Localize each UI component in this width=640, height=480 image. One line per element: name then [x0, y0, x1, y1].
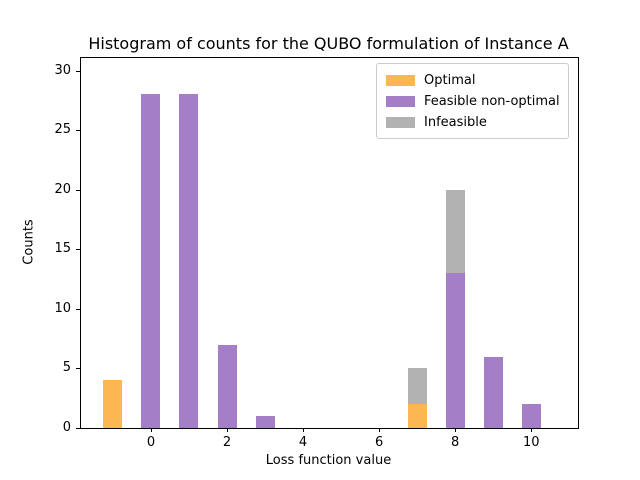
y-tick-label: 25 — [54, 122, 71, 138]
bar-segment — [103, 380, 123, 428]
x-tick-mark — [455, 428, 457, 432]
y-tick-label: 15 — [54, 241, 71, 257]
y-tick-mark — [76, 368, 80, 370]
bar-segment — [179, 94, 199, 428]
legend-entry: Feasible non-optimal — [386, 91, 562, 112]
y-tick-mark — [76, 249, 80, 251]
x-tick-label: 0 — [146, 435, 156, 450]
bar-segment — [255, 416, 275, 428]
y-tick-mark — [76, 130, 80, 132]
legend-swatch-icon — [386, 96, 415, 107]
legend-label: Feasible non-optimal — [424, 94, 560, 109]
bar-segment — [217, 344, 237, 428]
legend: Optimal Feasible non-optimal Infeasible — [376, 63, 569, 139]
y-tick-label: 20 — [54, 181, 71, 197]
bar-segment — [407, 404, 427, 428]
y-tick-label: 5 — [62, 360, 71, 376]
x-axis-label: Loss function value — [265, 453, 392, 468]
bar-segment — [483, 356, 503, 428]
bar-segment — [445, 273, 465, 428]
legend-entry: Optimal — [386, 70, 562, 91]
x-tick-mark — [379, 428, 381, 432]
y-tick-label: 10 — [54, 300, 71, 316]
plot-area: 0 2 4 6 8 10 0 5 10 15 20 25 30 — [54, 57, 579, 450]
x-tick-mark — [227, 428, 229, 432]
x-tick-label: 4 — [298, 435, 308, 450]
legend-swatch-icon — [386, 117, 415, 128]
x-tick-mark — [150, 428, 152, 432]
x-tick-label: 8 — [451, 435, 460, 450]
bar-segment — [445, 189, 465, 274]
x-tick-mark — [531, 428, 533, 432]
x-tick-label: 6 — [374, 435, 384, 450]
y-tick-label: 0 — [62, 420, 71, 435]
y-tick-mark — [76, 70, 80, 72]
y-tick-mark — [76, 189, 80, 191]
legend-label: Optimal — [424, 73, 476, 88]
y-tick-mark — [76, 308, 80, 310]
x-tick-label: 10 — [522, 435, 540, 450]
bar-segment — [407, 368, 427, 405]
y-tick-mark — [76, 428, 80, 429]
legend-swatch-icon — [386, 75, 415, 86]
y-tick-label: 30 — [54, 62, 71, 78]
x-tick-mark — [303, 428, 305, 432]
legend-entry: Infeasible — [386, 112, 562, 133]
bar-segment — [521, 404, 541, 428]
legend-label: Infeasible — [424, 115, 487, 130]
x-tick-label: 2 — [222, 435, 232, 450]
chart-title: Histogram of counts for the QUBO formula… — [88, 34, 569, 53]
bar-segment — [141, 94, 161, 428]
